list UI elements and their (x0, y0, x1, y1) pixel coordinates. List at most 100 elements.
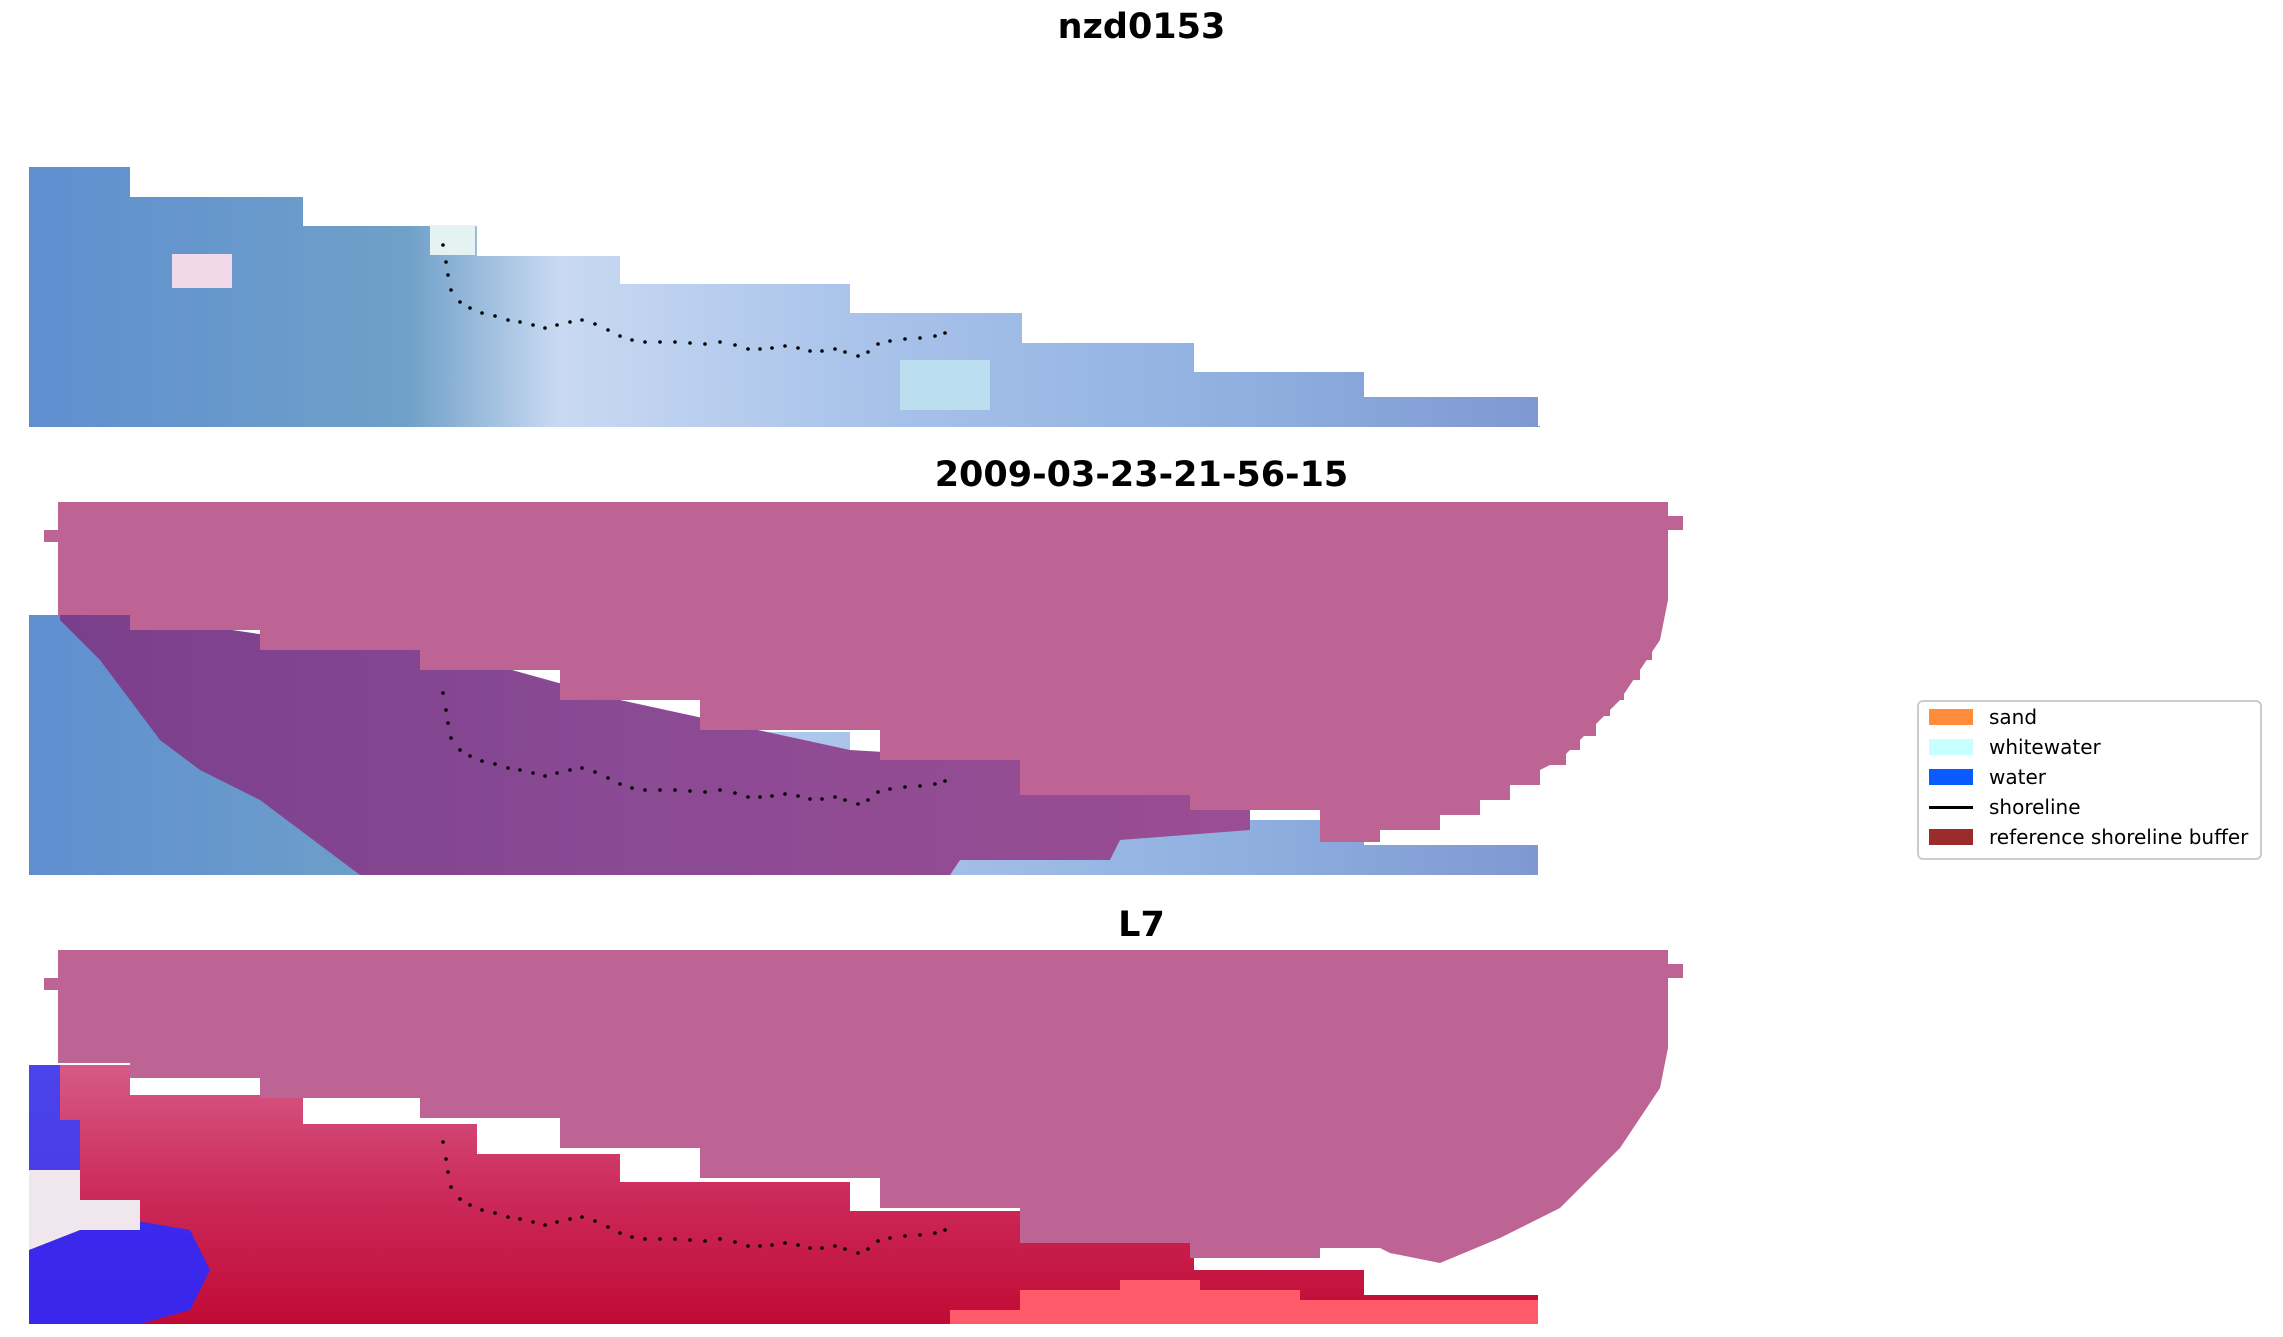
legend-item-sand: sand (1929, 702, 2037, 732)
shoreline-point (770, 794, 774, 798)
shoreline-point (770, 346, 774, 350)
shoreline-point (468, 754, 472, 758)
shoreline-point (933, 1231, 937, 1235)
shoreline-point (866, 350, 870, 354)
shoreline-point (688, 341, 692, 345)
shoreline-point (449, 736, 453, 740)
shoreline-point (658, 340, 662, 344)
shoreline-point (531, 771, 535, 775)
shoreline-point (903, 337, 907, 341)
shoreline-point (903, 1234, 907, 1238)
shoreline-point (468, 306, 472, 310)
shoreline-point (796, 794, 800, 798)
rgb-patch (430, 225, 475, 255)
shoreline-point (580, 318, 584, 322)
legend-swatch-water (1929, 769, 1973, 785)
shoreline-point (918, 1233, 922, 1237)
shoreline-point (580, 1215, 584, 1219)
panel-rgb (29, 167, 1540, 427)
shoreline-point (673, 788, 677, 792)
shoreline-point (820, 797, 824, 801)
shoreline-point (506, 766, 510, 770)
shoreline-point (441, 691, 445, 695)
shoreline-point (446, 273, 450, 277)
shoreline-point (493, 1211, 497, 1215)
shoreline-point (733, 1240, 737, 1244)
shoreline-group (441, 243, 947, 1255)
buffer-notch (1668, 516, 1683, 530)
shoreline-point (444, 708, 448, 712)
legend-label: sand (1989, 705, 2038, 729)
shoreline-point (480, 1208, 484, 1212)
shoreline-point (746, 1244, 750, 1248)
legend-label: shoreline (1989, 795, 2081, 819)
shoreline-point (606, 1225, 610, 1229)
shoreline-point (543, 774, 547, 778)
shoreline-point (933, 334, 937, 338)
shoreline-point (531, 323, 535, 327)
shoreline-point (630, 786, 634, 790)
shoreline-point (493, 314, 497, 318)
shoreline-point (888, 1236, 892, 1240)
shoreline-point (518, 768, 522, 772)
shoreline-point (593, 770, 597, 774)
legend-label: reference shoreline buffer (1989, 825, 2249, 849)
shoreline-point (658, 788, 662, 792)
shoreline-point (468, 1203, 472, 1207)
legend-label: water (1989, 765, 2046, 789)
panel-title-site: nzd0153 (1057, 7, 1226, 47)
shoreline-point (441, 243, 445, 247)
shoreline-point (866, 1247, 870, 1251)
shoreline-point (856, 802, 860, 806)
shoreline-point (943, 331, 947, 335)
shoreline-point (446, 1170, 450, 1174)
shoreline-point (903, 785, 907, 789)
shoreline-point (531, 1220, 535, 1224)
shoreline-point (568, 1217, 572, 1221)
shoreline-point (506, 318, 510, 322)
index-mid-region (29, 1170, 140, 1250)
shoreline-point (796, 1243, 800, 1247)
shoreline-point (933, 782, 937, 786)
shoreline-point (758, 347, 762, 351)
legend-line-shoreline (1929, 805, 1973, 809)
shoreline-point (688, 1238, 692, 1242)
shoreline-point (568, 768, 572, 772)
index-low-region (29, 1220, 210, 1324)
shoreline-point (808, 1246, 812, 1250)
rgb-highlight (172, 254, 232, 288)
legend-swatch-buffer (1929, 829, 1973, 845)
shoreline-point (703, 1239, 707, 1243)
shoreline-point (783, 344, 787, 348)
shoreline-point (876, 342, 880, 346)
shoreline-point (606, 776, 610, 780)
shoreline-point (808, 349, 812, 353)
shoreline-point (444, 1157, 448, 1161)
shoreline-point (733, 343, 737, 347)
shoreline-point (543, 326, 547, 330)
shoreline-point (820, 349, 824, 353)
shoreline-point (856, 1251, 860, 1255)
shoreline-point (918, 784, 922, 788)
shoreline-point (580, 766, 584, 770)
shoreline-point (458, 300, 462, 304)
legend-item-whitewater: whitewater (1929, 732, 2101, 762)
index-bright-strip (950, 1280, 1538, 1324)
shoreline-point (758, 1244, 762, 1248)
shoreline-point (630, 338, 634, 342)
shoreline-point (876, 1239, 880, 1243)
shoreline-point (630, 1235, 634, 1239)
shoreline-point (808, 797, 812, 801)
shoreline-point (758, 795, 762, 799)
shoreline-point (733, 791, 737, 795)
legend-swatch-sand (1929, 709, 1973, 725)
shoreline-point (606, 328, 610, 332)
legend-item-water: water (1929, 762, 2046, 792)
index-image (29, 1065, 1538, 1324)
shoreline-point (783, 792, 787, 796)
shoreline-point (480, 759, 484, 763)
reference-shoreline-buffer (58, 502, 1668, 815)
shoreline-point (673, 1237, 677, 1241)
shoreline-point (833, 347, 837, 351)
shoreline-point (543, 1223, 547, 1227)
